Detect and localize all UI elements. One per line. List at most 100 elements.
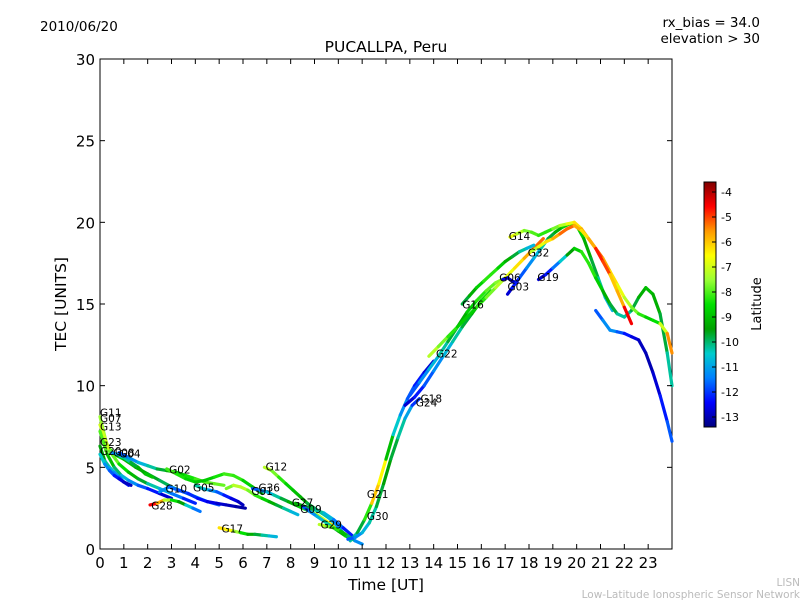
satellite-label: G29 [320, 519, 342, 531]
series-segment [594, 276, 605, 293]
series-segment [341, 526, 355, 538]
series-segment [460, 294, 472, 306]
series-g15 [594, 308, 674, 443]
series-segment [467, 286, 479, 298]
series-segment [489, 266, 500, 277]
satellite-label: G17 [222, 523, 244, 535]
series-segment [98, 444, 107, 463]
series-segment [579, 250, 591, 265]
series-segment [594, 246, 605, 264]
x-tick-label: 7 [262, 554, 272, 572]
series-segment [127, 470, 140, 481]
series-segment [465, 305, 479, 319]
x-tick-label: 17 [496, 554, 515, 572]
series-segment [174, 472, 188, 481]
colorbar-label: Latitude [750, 277, 765, 331]
series-segment [157, 491, 174, 500]
series-segment [203, 480, 216, 486]
series-segment [398, 397, 410, 417]
satellite-label: G32 [528, 247, 550, 259]
series-segment [427, 344, 441, 358]
series-segment [589, 256, 600, 280]
series-segment [665, 331, 674, 355]
series-segment [181, 496, 197, 505]
series-segment [353, 539, 364, 546]
series-segment [510, 276, 522, 290]
x-tick-label: 9 [310, 554, 320, 572]
satellite-label: G36 [258, 483, 280, 495]
x-tick-label: 14 [424, 554, 443, 572]
series-segment [212, 472, 226, 479]
colorbar-tick-label: -7 [721, 261, 732, 274]
series-segment [157, 485, 171, 494]
y-axis: 0 5 10 15 20 25 30 [76, 51, 672, 559]
series-segment [651, 371, 662, 398]
series-segment [184, 473, 197, 481]
colorbar: -4 -5 -6 -7 -8 -9 -10 -11 -12 -13 Latitude [703, 181, 765, 428]
x-tick-label: 18 [519, 554, 538, 572]
series-segment [465, 299, 479, 314]
series-segment [184, 477, 197, 484]
series-segment [136, 465, 147, 476]
series-g02 [165, 467, 264, 496]
series-segment [413, 371, 426, 388]
series-segment [558, 253, 569, 264]
series-segment [98, 429, 109, 456]
satellite-label: G18 [421, 394, 443, 406]
elevation-label: elevation > 30 [660, 31, 760, 47]
series-segment [127, 478, 140, 487]
series-segment [127, 455, 140, 465]
series-g13 [98, 429, 174, 500]
series-segment [146, 464, 159, 471]
series-segment [417, 367, 431, 384]
series-segment [525, 243, 536, 251]
series-segment [215, 501, 228, 507]
series-segment [143, 472, 155, 479]
series-segment [644, 351, 655, 375]
series-segment [312, 508, 326, 515]
series-segment [205, 500, 219, 505]
satellite-label: G09 [300, 504, 322, 516]
satellite-label: G13 [100, 421, 122, 433]
x-tick-label: 10 [329, 554, 348, 572]
series-segment [615, 289, 626, 309]
series-segment [436, 335, 450, 349]
series-segment [586, 261, 598, 280]
series-segment [174, 470, 188, 478]
chart-title: PUCALLPA, Peru [325, 38, 448, 56]
series-segment [391, 413, 402, 437]
colorbar-tick-label: -5 [721, 211, 732, 224]
series-segment [224, 503, 238, 509]
series-segment [367, 504, 379, 525]
series-segment [117, 451, 131, 460]
colorbar-tick-label: -8 [721, 286, 732, 299]
series-segment [658, 312, 669, 355]
series-segment [601, 289, 612, 306]
series-segment [193, 478, 207, 484]
series-g08 [110, 451, 155, 479]
series-segment [474, 279, 486, 290]
x-tick-label: 3 [167, 554, 177, 572]
x-tick-label: 20 [567, 554, 586, 572]
series-segment [155, 467, 169, 473]
series-segment [637, 338, 648, 355]
series-segment [665, 420, 674, 443]
series-segment [532, 246, 543, 260]
series-segment [582, 237, 593, 260]
satellite-label: G23 [100, 437, 122, 449]
series-segment [410, 397, 421, 407]
colorbar-tick-label: -6 [721, 236, 732, 249]
satellite-label: G08 [113, 447, 135, 459]
series-segment [165, 467, 178, 476]
satellite-label: G30 [367, 511, 389, 523]
series-segment [331, 517, 345, 530]
series-segment [146, 482, 162, 491]
x-tick-label: 11 [353, 554, 372, 572]
series-segment [117, 462, 131, 474]
satellite-label: G19 [537, 272, 559, 284]
series-segment [222, 472, 236, 478]
series-segment [594, 308, 605, 322]
x-tick-label: 21 [591, 554, 610, 572]
